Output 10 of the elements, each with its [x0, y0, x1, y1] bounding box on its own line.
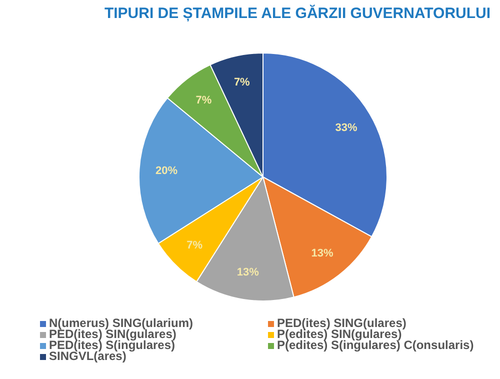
data-label: 7% [234, 76, 250, 89]
data-label: 20% [155, 164, 178, 177]
legend-label: N(umerus) SING(ularium) [49, 316, 194, 330]
data-label: 13% [311, 247, 334, 260]
data-label: 7% [186, 239, 203, 252]
data-label: 33% [335, 122, 358, 134]
chart-title: TIPURI DE ȘTAMPILE ALE GĂRZII GUVERNATORULUI [103, 5, 492, 22]
legend-label: PED(ites) SING(ulares) [277, 316, 406, 330]
data-label: 7% [196, 94, 212, 107]
data-label: 13% [236, 266, 260, 279]
